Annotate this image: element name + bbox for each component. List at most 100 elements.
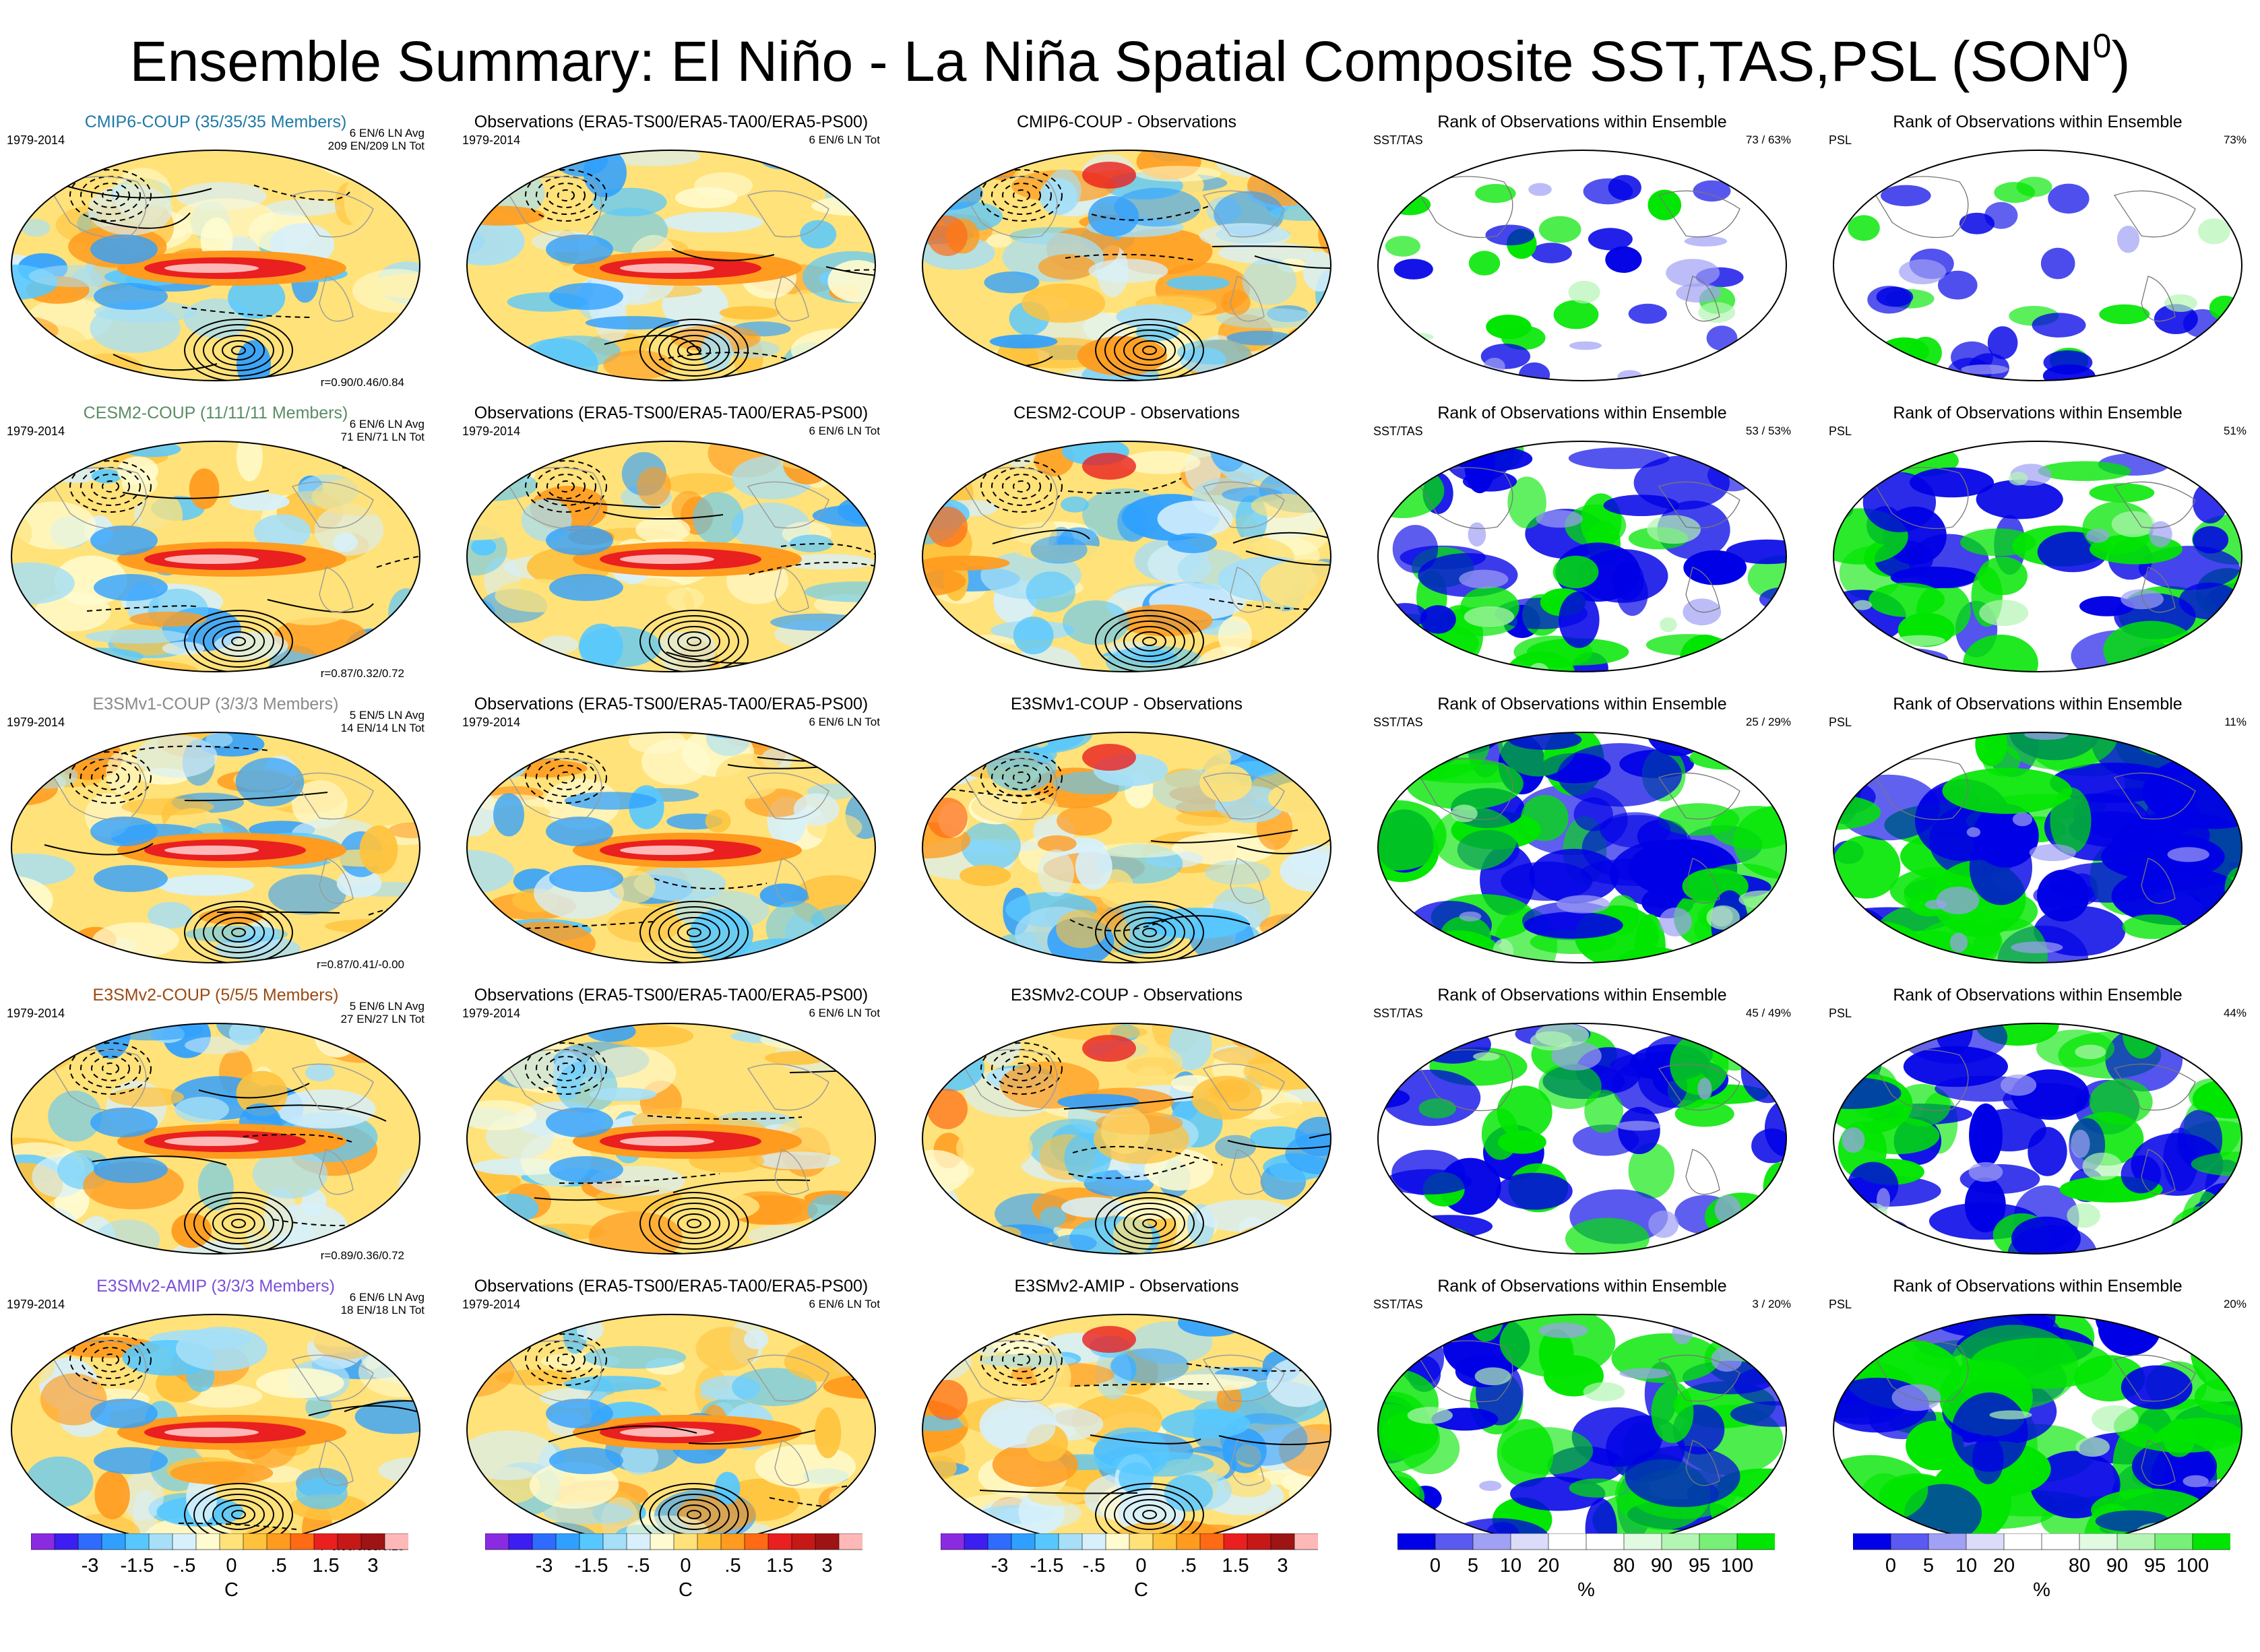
colorbar-tick-label: 20 xyxy=(1992,1555,2015,1577)
map-panel-diff: E3SMv2-COUP - Observations xyxy=(911,985,1342,1275)
map-panel-obs: Observations (ERA5-TS00/ERA5-TA00/ERA5-P… xyxy=(456,403,887,693)
colorbar-swatch xyxy=(1105,1533,1130,1550)
colorbar-swatch xyxy=(266,1533,291,1550)
pressure-contours xyxy=(44,745,420,963)
colorbar-tick-label: 1.5 xyxy=(766,1555,794,1577)
variable-label: PSL xyxy=(1829,1298,1852,1311)
map-border xyxy=(1377,1023,1787,1254)
colorbar-swatch xyxy=(626,1533,651,1550)
coastlines xyxy=(960,467,1285,613)
map-panel-rank: Rank of Observations within Ensemble SST/… xyxy=(1367,403,1798,693)
colorbar-swatch xyxy=(1152,1533,1177,1550)
pattern-correlation: r=0.87/0.41/-0.00 xyxy=(317,958,404,971)
panel-title: E3SMv2-AMIP (3/3/3 Members) xyxy=(96,1277,335,1296)
counts-total: 71 EN/71 LN Tot xyxy=(340,431,425,443)
globe-map xyxy=(466,732,876,963)
composite-counts: 6 EN/6 LN Tot xyxy=(809,1298,880,1310)
map-border xyxy=(466,732,876,963)
colorbar-tick-label: 80 xyxy=(1612,1555,1635,1577)
colorbar-swatch xyxy=(1472,1533,1511,1550)
globe-map xyxy=(1377,441,1787,672)
rank-field xyxy=(1833,732,2242,963)
panel-title: Rank of Observations within Ensemble xyxy=(1893,1277,2183,1296)
colorbar-tick-label: 95 xyxy=(2143,1555,2166,1577)
colorbar-tick-label: -.5 xyxy=(1082,1555,1106,1577)
figure-title: Ensemble Summary: El Niño - La Niña Spat… xyxy=(129,27,2131,93)
panel-title: Rank of Observations within Ensemble xyxy=(1893,986,2183,1005)
composite-counts: 6 EN/6 LN Avg 18 EN/18 LN Tot xyxy=(341,1291,425,1316)
pressure-contours xyxy=(980,460,1331,672)
globe-map xyxy=(922,150,1331,381)
composite-counts: 6 EN/6 LN Avg 209 EN/209 LN Tot xyxy=(328,127,425,152)
coastlines xyxy=(505,1049,829,1195)
colorbar-swatch xyxy=(1247,1533,1272,1550)
globe-map xyxy=(11,1314,420,1546)
globe-map xyxy=(11,441,420,672)
colorbar-swatch xyxy=(360,1533,385,1550)
colorbar-swatch xyxy=(1623,1533,1662,1550)
colorbar-swatch xyxy=(1270,1533,1295,1550)
panel-title: E3SMv2-COUP (5/5/5 Members) xyxy=(92,986,339,1005)
colorbar-swatch xyxy=(1699,1533,1738,1550)
map-panel-obs: Observations (ERA5-TS00/ERA5-TA00/ERA5-P… xyxy=(456,985,887,1275)
map-panel-model: E3SMv2-COUP (5/5/5 Members) 1979-2014 5 EN… xyxy=(0,985,431,1275)
composite-counts: 6 EN/6 LN Tot xyxy=(809,716,880,728)
colorbar-swatch xyxy=(1081,1533,1106,1550)
panel-title: E3SMv2-COUP - Observations xyxy=(1010,986,1243,1005)
counts-avg: 6 EN/6 LN Avg xyxy=(349,1291,425,1304)
colorbar-swatch xyxy=(941,1533,965,1550)
colorbar-swatch xyxy=(602,1533,627,1550)
map-panel-rankpsl: Rank of Observations within Ensemble PSL 5… xyxy=(1822,403,2253,693)
pattern-correlation: r=0.89/0.36/0.72 xyxy=(320,1249,404,1262)
panel-title: Rank of Observations within Ensemble xyxy=(1437,695,1727,713)
colorbar-labels: -3 -1.5 -.5 0 .5 1.5 3 xyxy=(941,1555,1318,1582)
colorbar-swatch xyxy=(2116,1533,2156,1550)
colorbar-swatch xyxy=(1129,1533,1154,1550)
temperature-field xyxy=(11,441,420,672)
composite-counts: 5 EN/6 LN Avg 27 EN/27 LN Tot xyxy=(341,1000,425,1025)
coastlines xyxy=(1871,758,2196,904)
coastlines xyxy=(49,176,374,322)
map-panel-model: E3SMv2-AMIP (3/3/3 Members) 1979-2014 6 EN… xyxy=(0,1276,431,1566)
colorbar-tick-label: 100 xyxy=(1720,1555,1754,1577)
composite-counts: 6 EN/6 LN Tot xyxy=(809,424,880,437)
colorbar-labels: 0 5 10 20 80 90 95 100 xyxy=(1398,1555,1775,1582)
colorbar-unit: C xyxy=(1134,1579,1148,1601)
colorbar-tick-label: 90 xyxy=(2106,1555,2129,1577)
colorbar-labels: -3 -1.5 -.5 0 .5 1.5 3 xyxy=(485,1555,862,1582)
globe-map xyxy=(1377,732,1787,963)
colorbar-tick-label: 0 xyxy=(1429,1555,1441,1577)
panel-title: Rank of Observations within Ensemble xyxy=(1437,404,1727,422)
variable-label: SST/TAS xyxy=(1373,133,1423,147)
composite-counts: 6 EN/6 LN Tot xyxy=(809,1007,880,1019)
map-border xyxy=(466,150,876,381)
colorbar-swatch xyxy=(1928,1533,1967,1550)
coastlines xyxy=(1416,467,1740,613)
globe-map xyxy=(1833,1314,2242,1546)
colorbar-tick-label: 3 xyxy=(367,1555,379,1577)
rank-percent: 73 / 63% xyxy=(1745,133,1791,146)
colorbar-swatch xyxy=(1548,1533,1587,1550)
globe-map xyxy=(466,150,876,381)
globe-map xyxy=(922,1314,1331,1546)
map-border xyxy=(11,1023,420,1254)
period-label: 1979-2014 xyxy=(7,1298,65,1311)
colorbar-swatch xyxy=(532,1533,557,1550)
panel-title: Observations (ERA5-TS00/ERA5-TA00/ERA5-P… xyxy=(474,695,869,713)
colorbar-swatch xyxy=(195,1533,220,1550)
map-panel-obs: Observations (ERA5-TS00/ERA5-TA00/ERA5-P… xyxy=(456,112,887,402)
colorbar-swatch xyxy=(1398,1533,1436,1550)
variable-label: SST/TAS xyxy=(1373,1298,1423,1311)
colorbar-swatch xyxy=(838,1533,862,1550)
colorbar-swatch xyxy=(1736,1533,1775,1550)
map-border xyxy=(1833,1023,2242,1254)
panel-title: E3SMv1-COUP (3/3/3 Members) xyxy=(92,695,339,713)
rank-colorbar: 0 5 10 20 80 90 95 100% xyxy=(1853,1533,2230,1608)
coastlines xyxy=(1416,758,1740,904)
map-panel-rank: Rank of Observations within Ensemble SST/… xyxy=(1367,985,1798,1275)
period-label: 1979-2014 xyxy=(462,1007,521,1020)
colorbar-tick-label: .5 xyxy=(724,1555,741,1577)
pressure-contours xyxy=(949,751,1331,963)
globe-map xyxy=(922,1023,1331,1254)
colorbar-swatch xyxy=(1890,1533,1929,1550)
